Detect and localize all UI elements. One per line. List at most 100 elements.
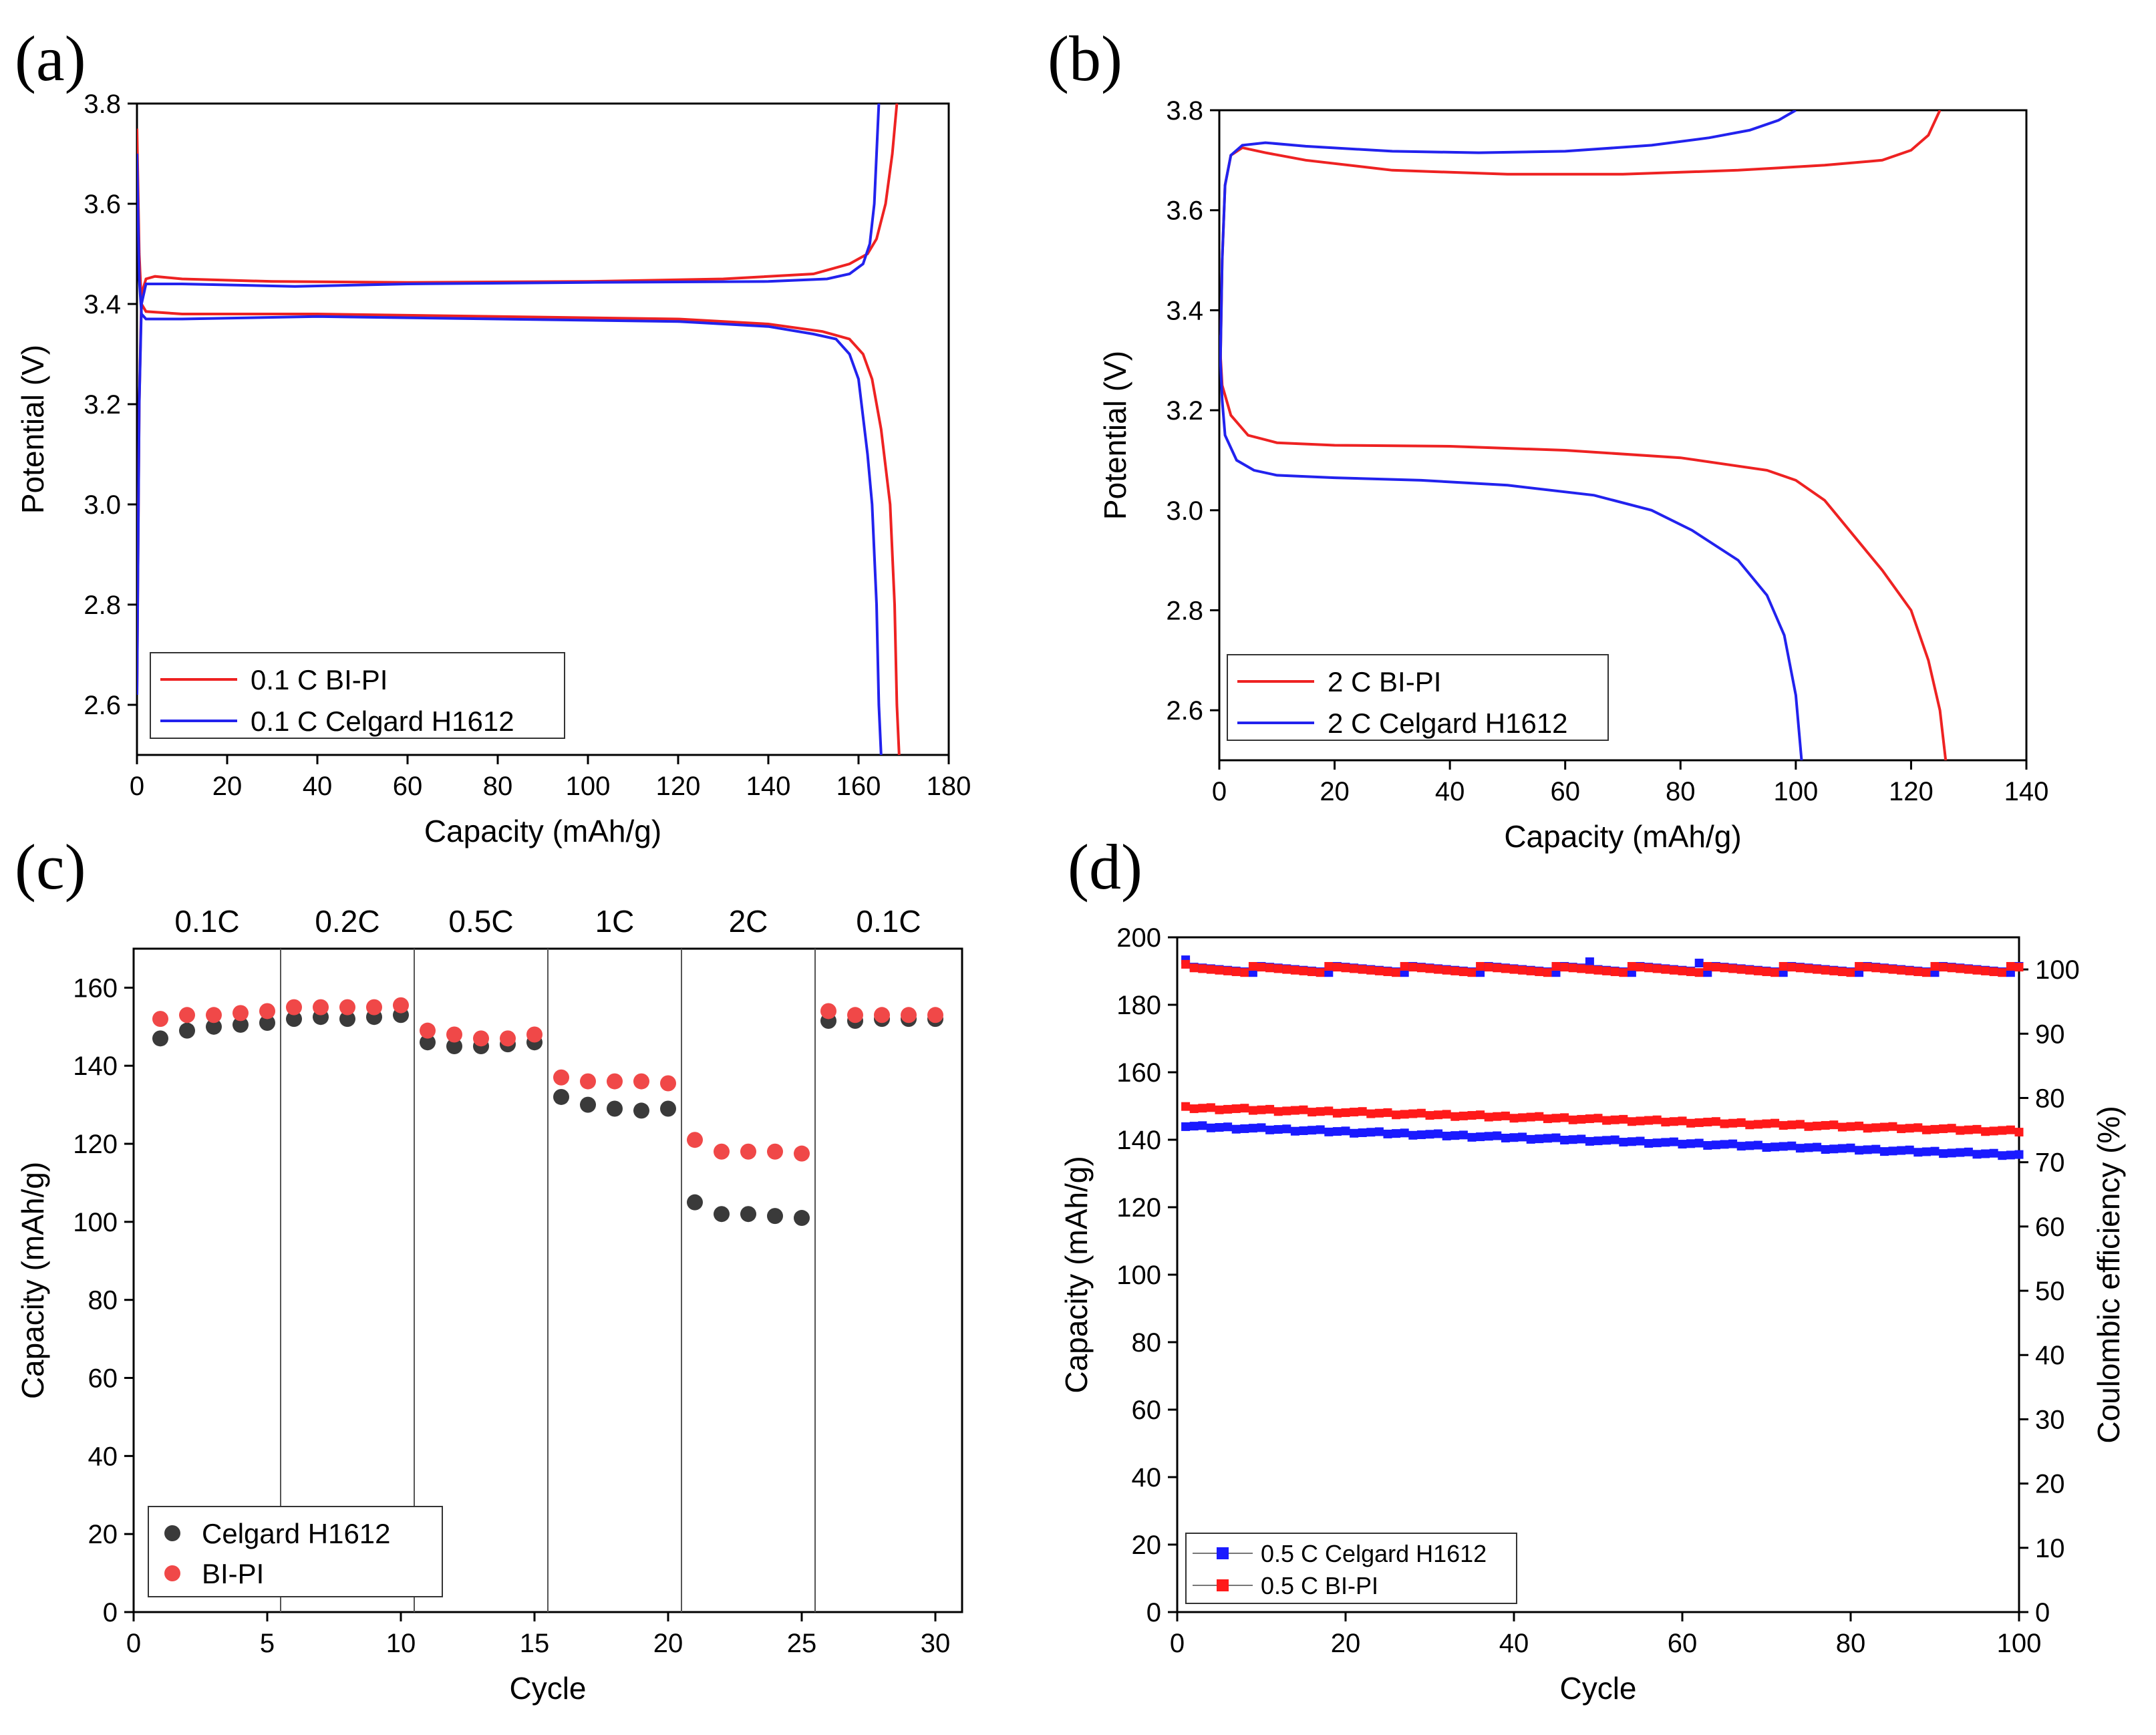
efficiency-series-1-point	[1198, 964, 1207, 973]
capacity-series-1-point	[1383, 1108, 1392, 1117]
efficiency-series-1-point	[1998, 968, 2007, 977]
y2-tick-label: 60	[2035, 1213, 2065, 1242]
capacity-series-1-point	[1678, 1116, 1687, 1126]
efficiency-series-1-point	[1366, 965, 1376, 975]
capacity-series-0-point	[1442, 1131, 1451, 1140]
series-0-point	[607, 1100, 623, 1117]
efficiency-series-1-point	[1518, 965, 1527, 975]
efficiency-series-1-point	[1678, 966, 1687, 975]
y-tick-label: 0	[1146, 1598, 1161, 1627]
y-tick-label: 3.6	[84, 190, 121, 219]
capacity-series-1-point	[1265, 1104, 1275, 1114]
capacity-series-1-point	[1577, 1114, 1586, 1124]
efficiency-series-1-point	[1745, 965, 1754, 975]
capacity-series-1-point	[1392, 1110, 1401, 1120]
efficiency-series-1-point	[1416, 963, 1426, 973]
y-tick-label: 20	[88, 1520, 118, 1549]
capacity-series-0-point	[1821, 1145, 1830, 1154]
capacity-series-0-point	[1416, 1130, 1426, 1140]
efficiency-series-1-point	[2014, 963, 2024, 972]
capacity-series-1-point	[1753, 1120, 1762, 1129]
capacity-series-1-point	[1181, 1102, 1191, 1111]
series-1-point	[259, 1003, 275, 1019]
capacity-series-0-point	[1493, 1131, 1502, 1140]
x-tick-label: 20	[1320, 777, 1350, 806]
series-0-point	[714, 1206, 730, 1223]
x-tick-label: 5	[260, 1629, 275, 1658]
capacity-series-1-point	[1829, 1120, 1839, 1130]
rate-label: 0.1C	[856, 904, 921, 939]
y-tick-label: 200	[1116, 923, 1161, 953]
y-tick-label: 20	[1132, 1531, 1162, 1560]
legend-box	[148, 1506, 443, 1597]
x-tick-label: 20	[653, 1629, 683, 1658]
capacity-series-1-point	[1745, 1120, 1754, 1130]
capacity-series-1-point	[1879, 1122, 1889, 1132]
capacity-series-0-point	[1998, 1151, 2007, 1160]
series-0-point	[206, 1018, 222, 1035]
series-1-point	[927, 1007, 943, 1023]
capacity-series-0-point	[1686, 1139, 1696, 1148]
y2-tick-label: 30	[2035, 1405, 2065, 1434]
capacity-series-0-point	[1905, 1145, 1914, 1154]
efficiency-series-1-point	[1644, 963, 1654, 973]
series-0-point	[660, 1100, 676, 1117]
plot-frame	[1176, 936, 2020, 1613]
y-axis-label: Capacity (mAh/g)	[15, 1162, 50, 1399]
capacity-series-0-point	[1324, 1127, 1334, 1136]
legend-label: Celgard H1612	[202, 1518, 391, 1549]
efficiency-series-1-point	[1779, 961, 1788, 971]
series-0-point	[794, 1210, 810, 1227]
capacity-series-0-point	[1837, 1144, 1847, 1153]
efficiency-series-1-point	[1458, 967, 1468, 977]
capacity-series-1-point	[1593, 1114, 1603, 1123]
capacity-series-1-point	[1711, 1117, 1720, 1126]
capacity-series-1-point	[1374, 1108, 1384, 1118]
efficiency-series-1-point	[1720, 963, 1729, 973]
y-tick-label: 140	[1116, 1126, 1161, 1155]
series-0-discharge-line	[137, 128, 901, 755]
capacity-series-0-point	[1282, 1124, 1291, 1134]
capacity-series-0-point	[1240, 1124, 1249, 1133]
capacity-series-0-point	[1956, 1148, 1965, 1157]
capacity-series-0-point	[1972, 1150, 1982, 1159]
efficiency-series-1-point	[1392, 968, 1401, 977]
efficiency-series-1-point	[1939, 963, 1948, 972]
capacity-series-1-point	[1627, 1117, 1636, 1126]
series-0-discharge-line	[1219, 335, 1948, 760]
capacity-series-1-point	[1442, 1110, 1451, 1119]
series-0-point	[152, 1030, 168, 1047]
x-tick-label: 0	[126, 1629, 141, 1658]
panel-label: (a)	[15, 23, 86, 94]
capacity-series-1-point	[1467, 1111, 1477, 1120]
y2-tick-label: 70	[2035, 1148, 2065, 1178]
capacity-series-1-point	[1551, 1114, 1561, 1123]
capacity-series-1-point	[1921, 1125, 1931, 1134]
efficiency-series-1-point	[1863, 963, 1872, 972]
series-1-point	[366, 999, 382, 1015]
rate-label: 0.1C	[174, 904, 239, 939]
capacity-series-1-point	[1728, 1118, 1738, 1128]
y-tick-label: 60	[1132, 1396, 1162, 1425]
capacity-series-0-point	[1804, 1143, 1813, 1152]
capacity-series-1-point	[1939, 1124, 1948, 1134]
x-tick-label: 20	[1331, 1629, 1361, 1658]
capacity-series-1-point	[1720, 1119, 1729, 1128]
capacity-series-0-point	[1736, 1142, 1746, 1151]
series-1-point	[393, 997, 409, 1013]
efficiency-series-1-point	[1669, 965, 1678, 975]
capacity-series-0-point	[1189, 1122, 1199, 1131]
rate-label: 0.5C	[448, 904, 513, 939]
legend-swatch	[1217, 1579, 1229, 1591]
x-axis-label: Cycle	[509, 1671, 586, 1706]
efficiency-series-1-point	[2006, 961, 2015, 971]
legend-swatch	[164, 1565, 180, 1581]
panel-b: (b) 0 20 40 60 80 100 120 140 2.6 2.8 3.0 3.2 3.4 3.6 3…	[1048, 23, 2048, 854]
x-axis-label: Capacity (mAh/g)	[1504, 819, 1741, 854]
efficiency-series-1-point	[1181, 959, 1191, 969]
series-1-point	[820, 1003, 836, 1019]
y-tick-label: 40	[1132, 1463, 1162, 1492]
capacity-series-0-point	[1897, 1146, 1906, 1155]
capacity-series-0-point	[1787, 1141, 1797, 1150]
capacity-series-0-point	[1374, 1127, 1384, 1136]
